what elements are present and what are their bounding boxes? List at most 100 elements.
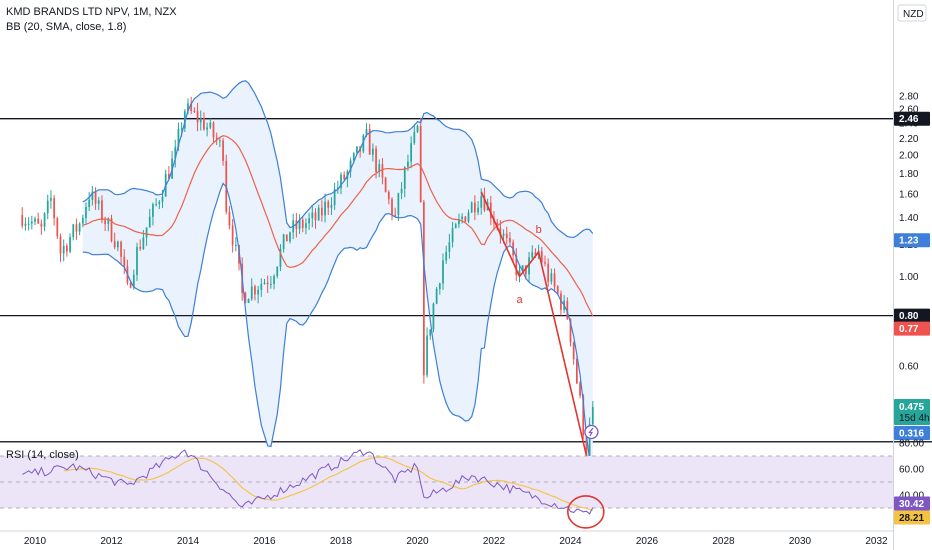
candle-body bbox=[403, 167, 406, 189]
candle-body bbox=[113, 241, 116, 248]
candle-body bbox=[37, 218, 40, 224]
candle-body bbox=[190, 103, 193, 112]
price-axis-border bbox=[893, 0, 894, 550]
candle-body bbox=[566, 300, 569, 319]
candle-body bbox=[547, 263, 550, 282]
candle-body bbox=[384, 177, 387, 193]
candle-body bbox=[438, 283, 441, 289]
candle-body bbox=[228, 211, 231, 226]
candle-body bbox=[298, 219, 301, 229]
candle-body bbox=[158, 201, 161, 205]
bb-lower-tag-bg bbox=[894, 425, 930, 440]
candle-body bbox=[461, 216, 464, 220]
candle-body bbox=[352, 153, 355, 161]
price-tick-label: 1.80 bbox=[899, 169, 919, 180]
bb-basis-tag-bg bbox=[894, 321, 930, 336]
candle-body bbox=[148, 216, 151, 228]
candle-body bbox=[528, 257, 530, 275]
candle-body bbox=[187, 103, 189, 112]
price-tick-label: 1.00 bbox=[899, 272, 919, 283]
candle-body bbox=[585, 435, 588, 462]
countdown-tag: 15d 4h bbox=[899, 413, 930, 424]
candle-body bbox=[199, 117, 202, 123]
candle-body bbox=[85, 207, 87, 218]
indicator-legend: BB (20, SMA, close, 1.8) bbox=[6, 21, 127, 33]
candle-body bbox=[454, 224, 457, 228]
candle-body bbox=[145, 227, 148, 238]
candle-body bbox=[317, 207, 320, 221]
candle-body bbox=[257, 289, 260, 295]
candle-body bbox=[473, 202, 476, 213]
candle-body bbox=[193, 111, 196, 113]
price-tick-label: 0.60 bbox=[899, 362, 919, 373]
time-axis-border bbox=[0, 530, 893, 532]
bb-upper-line bbox=[82, 80, 594, 239]
candle-body bbox=[101, 200, 103, 221]
rsi-tick-label: 80.00 bbox=[899, 439, 924, 450]
candle-body bbox=[515, 255, 518, 276]
candle-body bbox=[340, 174, 342, 189]
candle-body bbox=[505, 233, 508, 238]
candle-body bbox=[78, 223, 81, 232]
candle-body bbox=[203, 117, 205, 130]
wave-label-a: a bbox=[517, 294, 524, 306]
candle-body bbox=[123, 256, 126, 267]
candle-body bbox=[572, 342, 575, 360]
candle-body bbox=[120, 241, 122, 257]
candle-body bbox=[550, 273, 553, 282]
wave-label-b: b bbox=[536, 224, 542, 236]
price-tick-label: 2.00 bbox=[899, 151, 919, 162]
candle-body bbox=[218, 140, 221, 142]
candle-body bbox=[62, 245, 65, 254]
price-tick-label: 2.60 bbox=[899, 105, 919, 116]
candle-body bbox=[381, 164, 384, 178]
candle-body bbox=[314, 212, 317, 221]
pane-separator bbox=[0, 441, 932, 443]
candle-body bbox=[116, 241, 119, 248]
candle-body bbox=[544, 262, 546, 264]
candle-body bbox=[426, 335, 428, 376]
candle-body bbox=[416, 125, 419, 132]
time-tick-label: 2026 bbox=[636, 536, 659, 547]
candle-body bbox=[387, 192, 390, 200]
time-tick-label: 2012 bbox=[100, 536, 123, 547]
candle-body bbox=[365, 129, 368, 136]
candle-body bbox=[502, 233, 505, 236]
candle-body bbox=[167, 173, 170, 179]
candle-body bbox=[521, 265, 524, 270]
bb-upper-tag-bg bbox=[894, 233, 930, 248]
time-tick-label: 2010 bbox=[24, 536, 47, 547]
candle-body bbox=[21, 215, 24, 226]
bb-upper-tag: 1.23 bbox=[899, 236, 919, 247]
candle-body bbox=[132, 274, 135, 288]
rsi-band bbox=[0, 456, 893, 508]
candle-body bbox=[556, 286, 559, 294]
candle-body bbox=[72, 224, 75, 238]
rsi-oversold-circle bbox=[566, 495, 605, 529]
candle-body bbox=[435, 288, 438, 304]
wave-path bbox=[480, 191, 588, 456]
candle-body bbox=[289, 232, 291, 242]
candle-body bbox=[429, 329, 432, 336]
candle-body bbox=[234, 244, 237, 246]
candle-body bbox=[209, 122, 212, 128]
candle-body bbox=[50, 198, 52, 201]
candle-body bbox=[285, 234, 288, 242]
candle-body bbox=[400, 188, 403, 194]
rsi-value-tag: 30.42 bbox=[899, 499, 924, 510]
candle-body bbox=[464, 216, 467, 222]
price-tick-label: 1.60 bbox=[899, 190, 919, 201]
candle-body bbox=[59, 236, 62, 254]
candle-body bbox=[448, 242, 451, 252]
candle-body bbox=[499, 227, 502, 236]
candle-body bbox=[531, 252, 534, 258]
candle-body bbox=[24, 223, 27, 226]
candle-body bbox=[362, 135, 365, 152]
candle-body bbox=[305, 223, 307, 228]
candle-body bbox=[588, 424, 591, 462]
candle-body bbox=[483, 196, 486, 211]
candle-body bbox=[97, 200, 100, 204]
candle-body bbox=[391, 199, 393, 215]
bb-lower-line bbox=[82, 182, 594, 479]
